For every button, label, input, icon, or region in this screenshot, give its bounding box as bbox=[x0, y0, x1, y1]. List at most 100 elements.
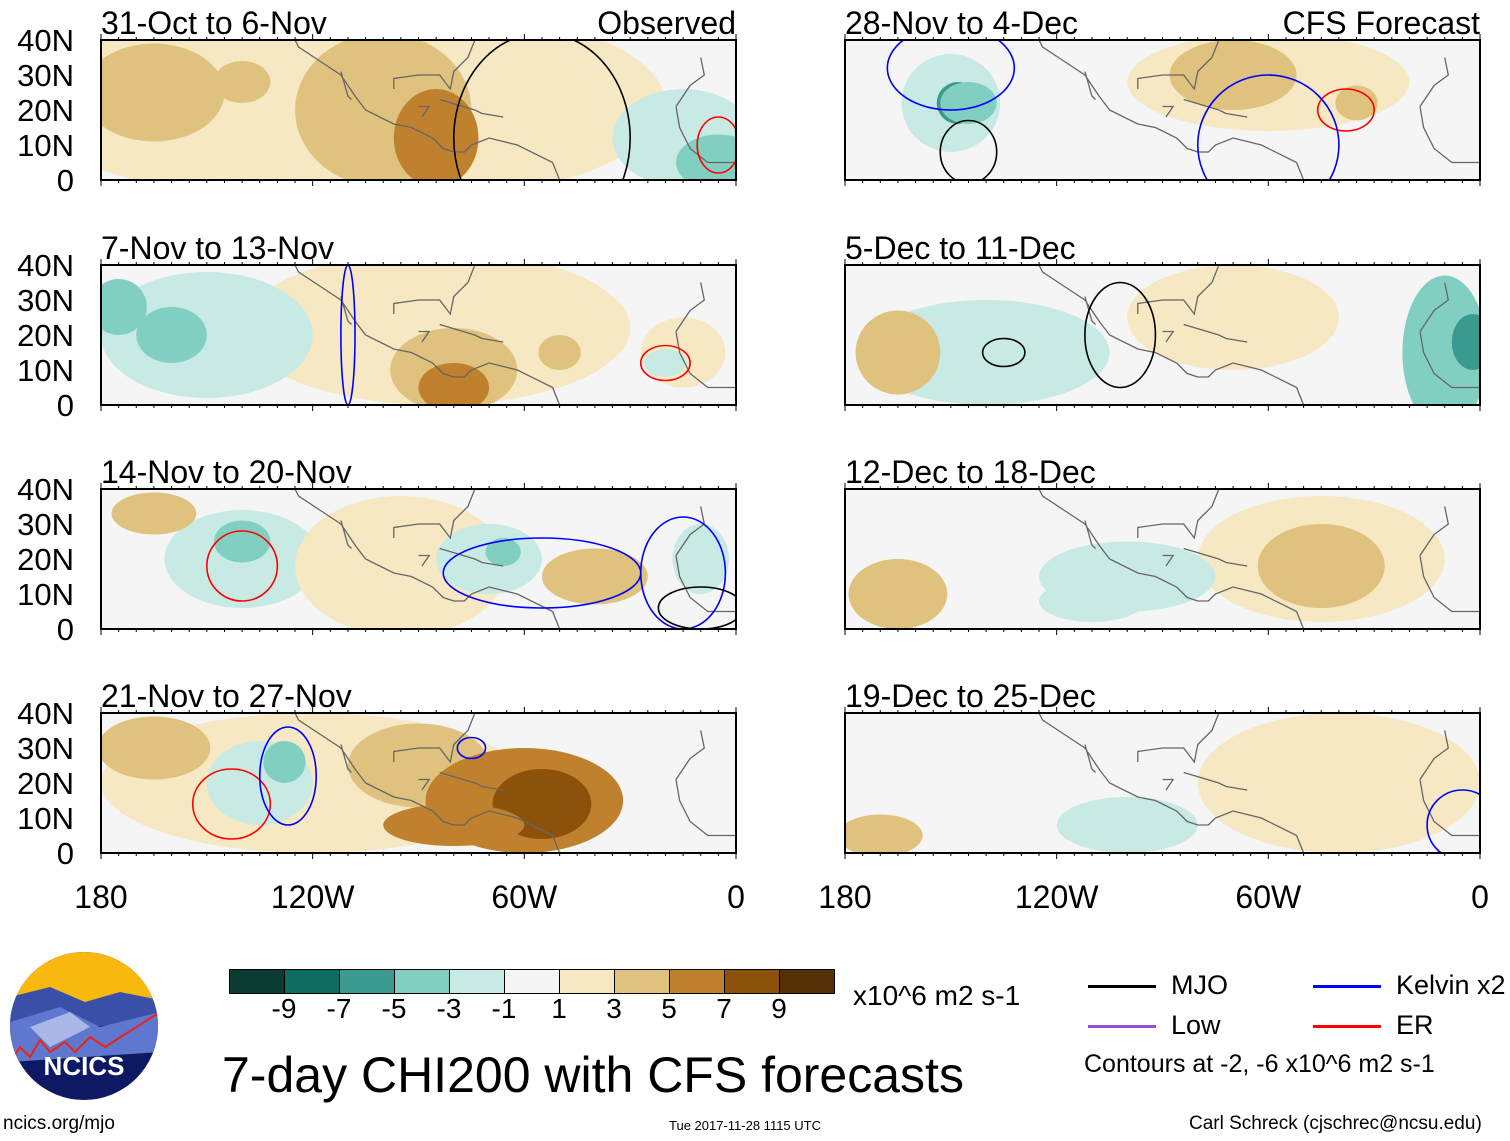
anomaly-region bbox=[1451, 314, 1480, 370]
contour-line bbox=[1084, 281, 1157, 389]
colorbar-swatch bbox=[615, 970, 670, 993]
anomaly-region bbox=[393, 89, 479, 180]
coastline bbox=[294, 713, 736, 853]
legend-line bbox=[1313, 1025, 1381, 1028]
units-label: x10^6 m2 s-1 bbox=[853, 980, 1021, 1011]
contour-line bbox=[639, 344, 691, 382]
colorbar-label: 7 bbox=[716, 993, 732, 1024]
anomaly-region bbox=[1039, 580, 1145, 622]
contour-line bbox=[696, 116, 736, 174]
panel-title: 7-Nov to 13-Nov bbox=[101, 230, 334, 266]
contour-line bbox=[1316, 88, 1375, 132]
contour-line bbox=[258, 726, 317, 826]
colorbar-swatch bbox=[560, 970, 615, 993]
coastline bbox=[294, 265, 736, 405]
lat-tick-label: 20N bbox=[17, 318, 74, 353]
legend-line bbox=[1088, 985, 1156, 988]
anomaly-region bbox=[676, 134, 736, 180]
contour-line bbox=[340, 265, 356, 405]
shading bbox=[845, 713, 1480, 853]
anomaly-region bbox=[485, 538, 521, 566]
lat-tick-label: 0 bbox=[57, 388, 74, 423]
lat-tick-label: 40N bbox=[17, 696, 74, 731]
anomaly-region bbox=[538, 335, 581, 370]
coastline bbox=[1038, 489, 1480, 629]
colorbar-swatch bbox=[340, 970, 395, 993]
panel-type-label: CFS Forecast bbox=[1283, 5, 1480, 41]
colorbar-label: -3 bbox=[436, 993, 462, 1024]
colorbar bbox=[229, 969, 835, 994]
shading bbox=[845, 265, 1480, 405]
contour-line bbox=[1196, 74, 1340, 180]
map-panel: 12-Dec to 18-Dec bbox=[844, 454, 1481, 635]
shading bbox=[101, 265, 736, 405]
figure-title: 7-day CHI200 with CFS forecasts bbox=[222, 1047, 964, 1103]
colorbar-label: -5 bbox=[381, 993, 407, 1024]
lon-tick-label: 120W bbox=[271, 879, 355, 915]
lon-tick-label: 0 bbox=[727, 879, 745, 915]
anomaly-region bbox=[672, 524, 729, 594]
colorbar-swatch bbox=[780, 970, 834, 993]
legend-label: MJO bbox=[1171, 970, 1228, 1000]
ncics-logo: NCICS bbox=[10, 952, 158, 1100]
panel-type-label: Observed bbox=[597, 5, 736, 41]
shading bbox=[101, 713, 736, 853]
anomaly-region bbox=[644, 349, 687, 377]
lon-tick-label: 180 bbox=[818, 879, 871, 915]
lat-tick-label: 0 bbox=[57, 836, 74, 871]
colorbar-label: 5 bbox=[661, 993, 677, 1024]
lat-tick-label: 30N bbox=[17, 507, 74, 542]
anomaly-region bbox=[418, 363, 490, 405]
anomaly-region bbox=[1056, 797, 1198, 853]
lon-tick-label: 180 bbox=[74, 879, 127, 915]
anomaly-region bbox=[213, 520, 271, 563]
lat-tick-label: 40N bbox=[17, 472, 74, 507]
anomaly-region bbox=[1257, 524, 1385, 608]
shading bbox=[101, 40, 736, 180]
contour-line bbox=[639, 516, 727, 629]
colorbar-label: 9 bbox=[771, 993, 787, 1024]
anomaly-region bbox=[1402, 275, 1480, 405]
lat-tick-label: 10N bbox=[17, 128, 74, 163]
lon-tick-label: 60W bbox=[1235, 879, 1302, 915]
map-panel: 5-Dec to 11-Dec bbox=[844, 230, 1481, 411]
site-link[interactable]: ncics.org/mjo bbox=[3, 1113, 115, 1134]
colorbar-swatch bbox=[285, 970, 340, 993]
colorbar-swatch bbox=[725, 970, 780, 993]
anomaly-region bbox=[1169, 40, 1297, 110]
panel-title: 28-Nov to 4-Dec bbox=[845, 5, 1078, 41]
lat-tick-label: 0 bbox=[57, 612, 74, 647]
colorbar-swatch bbox=[230, 970, 285, 993]
colorbar-label: -1 bbox=[491, 993, 517, 1024]
panel-title: 31-Oct to 6-Nov bbox=[101, 5, 327, 41]
lat-tick-label: 30N bbox=[17, 731, 74, 766]
contour-line bbox=[981, 337, 1026, 368]
contour-line bbox=[657, 586, 736, 629]
lon-tick-label: 120W bbox=[1015, 879, 1099, 915]
lat-tick-label: 20N bbox=[17, 93, 74, 128]
legend-line bbox=[1313, 985, 1381, 988]
lat-tick-label: 30N bbox=[17, 283, 74, 318]
anomaly-region bbox=[1127, 265, 1339, 370]
panel-title: 21-Nov to 27-Nov bbox=[101, 678, 352, 714]
anomaly-region bbox=[845, 814, 923, 853]
lon-tick-label: 0 bbox=[1471, 879, 1489, 915]
lat-tick-label: 10N bbox=[17, 353, 74, 388]
colorbar-swatch bbox=[670, 970, 725, 993]
legend-label: Kelvin x2 bbox=[1396, 970, 1506, 1000]
contour-line bbox=[886, 40, 1016, 111]
anomaly-region bbox=[855, 310, 941, 395]
legend-label: Low bbox=[1171, 1010, 1221, 1040]
contour-line bbox=[453, 40, 631, 180]
colorbar-swatch bbox=[395, 970, 450, 993]
timestamp: Tue 2017-11-28 1115 UTC bbox=[669, 1118, 821, 1133]
contour-line bbox=[456, 736, 487, 760]
lat-tick-label: 20N bbox=[17, 542, 74, 577]
colorbar-label: 1 bbox=[551, 993, 567, 1024]
legend-line bbox=[1088, 1025, 1156, 1028]
lat-tick-label: 30N bbox=[17, 58, 74, 93]
